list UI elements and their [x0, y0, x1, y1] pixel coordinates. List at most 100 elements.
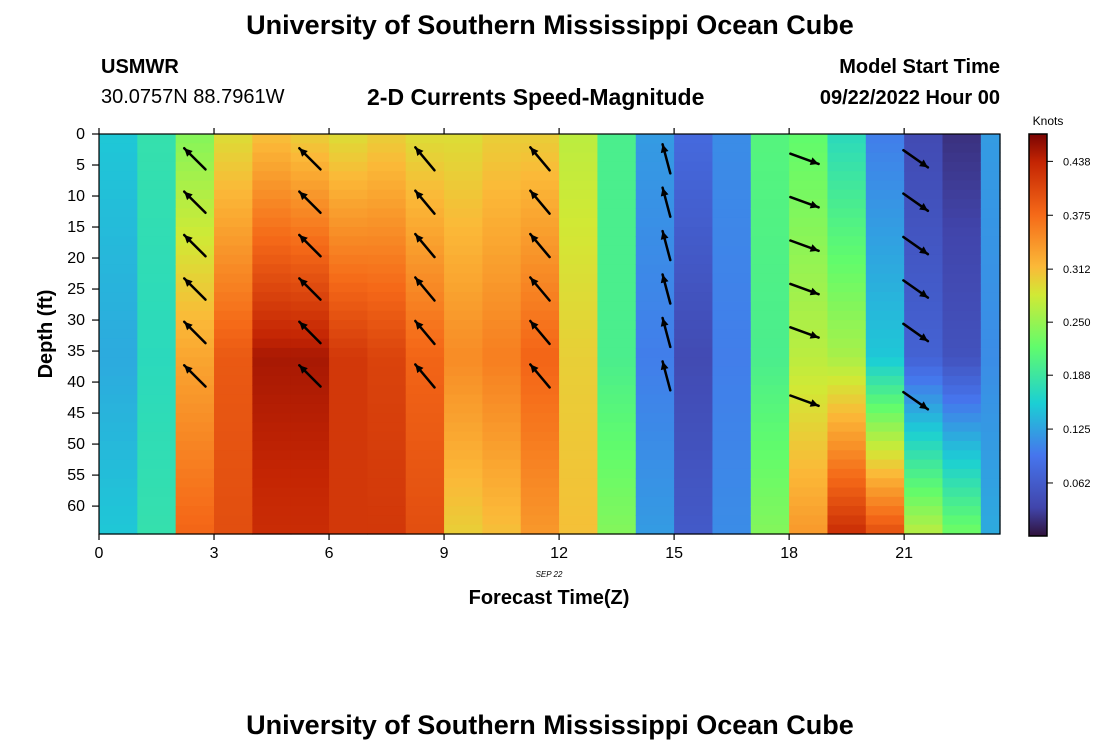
heatmap-cell — [942, 134, 982, 144]
heatmap-cell — [175, 357, 215, 368]
heatmap-cell — [290, 385, 330, 396]
heatmap-cell — [367, 208, 407, 219]
current-vector-arrowhead — [660, 274, 669, 284]
heatmap-cell — [444, 292, 483, 303]
heatmap-cell — [712, 357, 752, 368]
heatmap-cell — [290, 134, 330, 144]
heatmap-cell — [597, 254, 637, 265]
heatmap-cell — [329, 338, 368, 349]
heatmap-cell — [99, 180, 138, 191]
heatmap-cell — [290, 189, 330, 200]
heatmap-cell — [329, 459, 368, 470]
heatmap-cell — [329, 264, 368, 275]
heatmap-cell — [712, 524, 752, 535]
heatmap-cell — [980, 422, 1001, 433]
heatmap-cell — [789, 143, 829, 154]
heatmap-cell — [252, 487, 292, 498]
heatmap-cell — [405, 496, 445, 507]
heatmap-cell — [865, 208, 905, 219]
heatmap-cell — [827, 515, 867, 526]
heatmap-cell — [175, 208, 215, 219]
heatmap-cell — [175, 189, 215, 200]
current-vector-arrowhead — [530, 147, 539, 156]
heatmap-cell — [559, 506, 599, 516]
heatmap-cell — [674, 199, 714, 210]
heatmap-cell — [712, 413, 752, 423]
heatmap-cell — [942, 347, 982, 358]
heatmap-cell — [597, 143, 637, 154]
heatmap-cell — [827, 431, 867, 442]
heatmap-cell — [942, 273, 982, 284]
heatmap-cell — [904, 496, 944, 507]
heatmap-cell — [942, 254, 982, 265]
heatmap-cell — [827, 161, 867, 172]
heatmap-cell — [712, 478, 752, 489]
current-vector-arrowhead — [660, 361, 669, 371]
heatmap-cell — [865, 413, 905, 423]
heatmap-cell — [520, 422, 560, 433]
heatmap-cell — [597, 524, 637, 535]
heatmap-cell — [252, 227, 292, 237]
heatmap-cell — [789, 208, 829, 219]
heatmap-cell — [827, 273, 867, 284]
heatmap-cell — [559, 208, 599, 219]
heatmap-cell — [175, 171, 215, 182]
heatmap-cell — [329, 143, 368, 154]
heatmap-cell — [865, 217, 905, 228]
heatmap-cell — [827, 524, 867, 535]
heatmap-cell — [827, 440, 867, 451]
heatmap-cell — [635, 468, 675, 479]
current-vector-arrowhead — [184, 235, 193, 244]
heatmap-cell — [520, 524, 560, 535]
heatmap-cell — [252, 394, 292, 405]
heatmap-cell — [827, 282, 867, 293]
heatmap-cell — [290, 431, 330, 442]
heatmap-cell — [137, 450, 177, 461]
heatmap-cell — [252, 199, 292, 210]
heatmap-cell — [904, 189, 944, 200]
heatmap-cell — [290, 236, 330, 247]
heatmap-cell — [674, 422, 714, 433]
colorbar-tick-label: 0.312 — [1063, 264, 1091, 276]
heatmap-cell — [559, 459, 599, 470]
heatmap-cell — [290, 375, 330, 386]
heatmap-cell — [99, 385, 138, 396]
heatmap-cell — [290, 468, 330, 479]
current-speed-chart: 0 3 6 9 12 15 18 21 0 5 10 15 20 25 30 35 40 45 50 55 60 Fo… — [35, 114, 1091, 609]
heatmap-cell — [405, 180, 445, 191]
heatmap-cell — [942, 320, 982, 330]
heatmap-cell — [175, 245, 215, 256]
heatmap-cell — [904, 468, 944, 479]
heatmap-cell — [252, 301, 292, 312]
heatmap-cell — [750, 199, 790, 210]
heatmap-cell — [904, 394, 944, 405]
heatmap-cell — [520, 506, 560, 516]
heatmap-cell — [712, 227, 752, 237]
heatmap-cell — [99, 440, 138, 451]
heatmap-cell — [865, 478, 905, 489]
heatmap-cell — [635, 478, 675, 489]
heatmap-cell — [559, 338, 599, 349]
heatmap-cell — [290, 273, 330, 284]
heatmap-cell — [252, 385, 292, 396]
heatmap-cell — [99, 282, 138, 293]
current-vector-arrowhead — [184, 365, 193, 374]
heatmap-cell — [942, 375, 982, 386]
heatmap-cell — [942, 245, 982, 256]
heatmap-cell — [367, 459, 407, 470]
heatmap-cell — [789, 282, 829, 293]
heatmap-cell — [674, 394, 714, 405]
heatmap-cell — [520, 143, 560, 154]
heatmap-cell — [520, 320, 560, 330]
heatmap-cell — [980, 515, 1001, 526]
heatmap-cell — [290, 143, 330, 154]
heatmap-cell — [750, 152, 790, 163]
current-vector-arrowhead — [919, 159, 928, 168]
heatmap-cell — [789, 338, 829, 349]
heatmap-cell — [865, 403, 905, 414]
heatmap-cell — [712, 161, 752, 172]
heatmap-cell — [674, 450, 714, 461]
heatmap-cell — [865, 329, 905, 340]
heatmap-cell — [635, 217, 675, 228]
heatmap-cell — [214, 134, 253, 144]
